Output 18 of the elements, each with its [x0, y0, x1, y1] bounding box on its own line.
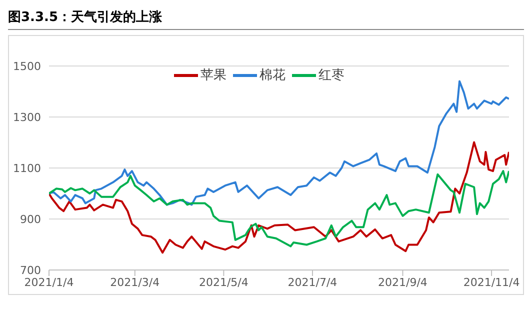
legend-label: 苹果 — [200, 67, 226, 84]
y-tick-label: 700 — [20, 264, 41, 277]
y-tick-label: 1100 — [13, 162, 41, 175]
line-series — [49, 170, 509, 248]
legend-label: 红枣 — [318, 67, 344, 84]
line-series — [49, 141, 509, 254]
x-tick-label: 2021/9/4 — [378, 276, 428, 289]
x-tick-label: 2021/11/4 — [463, 276, 520, 289]
y-tick-label: 900 — [20, 212, 41, 226]
chart-title: 图3.3.5：天气引发的上涨 — [8, 8, 524, 30]
legend-label: 棉花 — [258, 67, 286, 84]
x-tick-label: 2021/3/4 — [110, 276, 160, 289]
y-tick-label: 1500 — [13, 60, 41, 73]
x-tick-label: 2021/5/4 — [198, 276, 248, 289]
y-tick-label: 1300 — [13, 110, 41, 124]
x-tick-label: 2021/1/4 — [24, 276, 74, 289]
x-tick-label: 2021/7/4 — [288, 276, 338, 289]
line-series — [49, 80, 509, 206]
